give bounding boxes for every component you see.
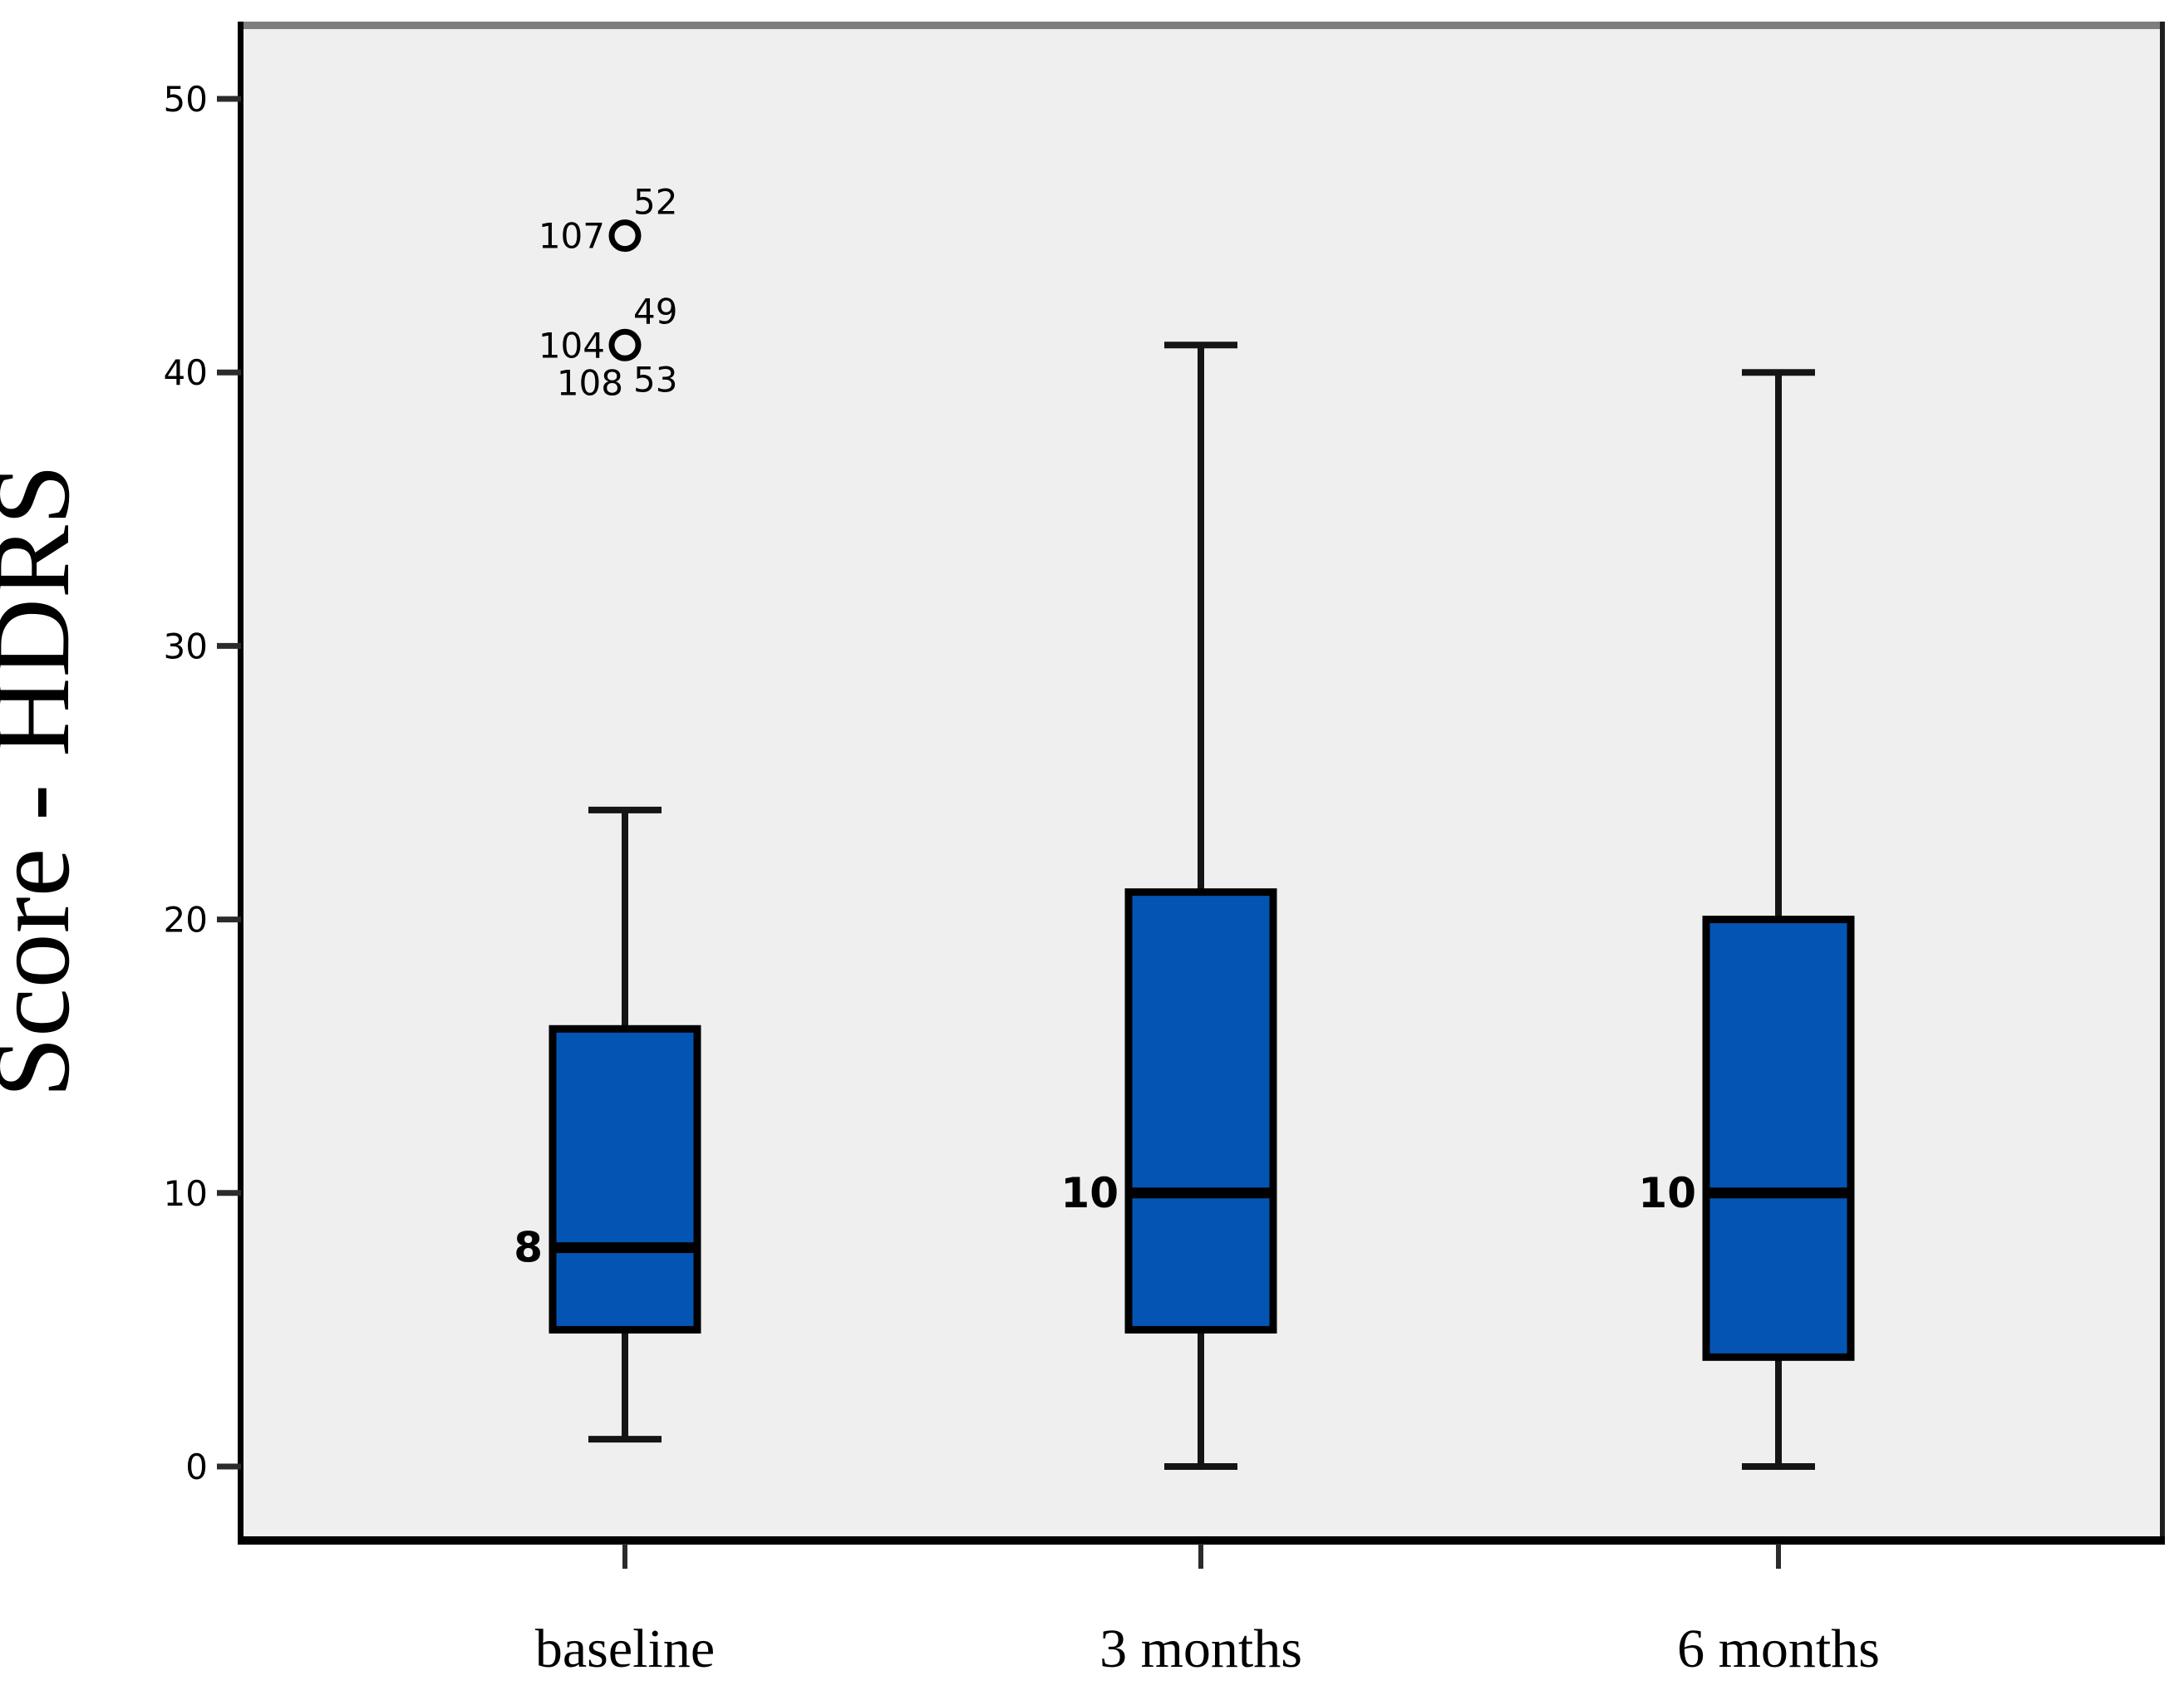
outlier-case-label: 108	[557, 362, 623, 403]
outlier-circle-baseline	[608, 219, 642, 253]
outlier-case-label: 104	[539, 325, 605, 366]
y-tick-label-30: 30	[164, 626, 208, 666]
y-axis-line	[238, 22, 243, 1544]
plot-frame-top	[238, 22, 2165, 29]
x-category-label-3-months: 3 months	[1099, 1619, 1302, 1679]
plot-frame-right	[2160, 22, 2165, 1544]
y-tick-label-20: 20	[164, 900, 208, 941]
outlier-circle-baseline	[608, 328, 642, 361]
y-axis-title: Score - HDRS	[0, 464, 92, 1098]
x-category-label-6-months: 6 months	[1677, 1619, 1880, 1679]
median-label-baseline: 8	[514, 1224, 543, 1272]
y-tick-label-0: 0	[185, 1447, 208, 1487]
outlier-case-label: 107	[539, 216, 605, 257]
median-label-3-months: 10	[1060, 1169, 1119, 1217]
y-tick-label-10: 10	[164, 1173, 208, 1214]
box-3-months	[1124, 888, 1277, 1334]
x-axis-line	[238, 1536, 2165, 1545]
box-baseline	[548, 1024, 701, 1334]
y-tick-label-50: 50	[164, 79, 208, 120]
outlier-case-label: 53	[633, 359, 677, 400]
y-tick-label-40: 40	[164, 352, 208, 393]
outlier-case-label: 49	[633, 291, 677, 332]
median-label-6-months: 10	[1638, 1169, 1696, 1217]
x-category-label-baseline: baseline	[535, 1619, 715, 1679]
box-6-months	[1702, 916, 1855, 1361]
outlier-case-label: 52	[633, 182, 677, 223]
